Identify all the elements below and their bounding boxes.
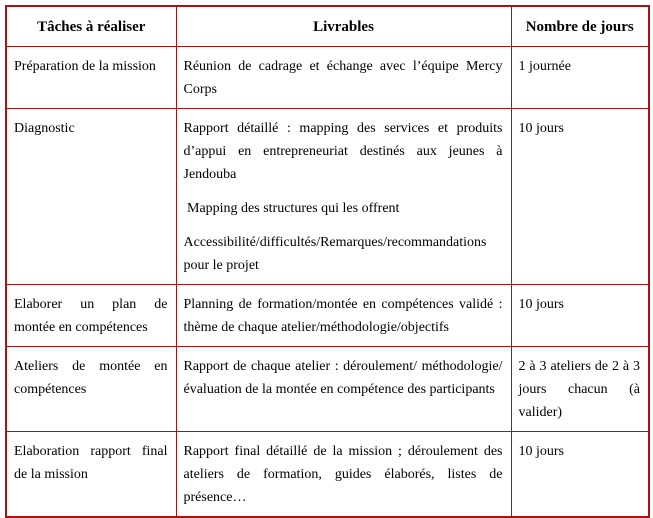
deliverable-paragraph: Planning de formation/montée en compéten… <box>183 297 503 335</box>
column-header-days: Nombre de jours <box>510 5 650 47</box>
mission-schedule-table: Tâches à réaliser Livrables Nombre de jo… <box>5 5 650 518</box>
days-text: 1 journée <box>518 59 571 74</box>
deliverable-paragraph: Rapport final détaillé de la mission ; d… <box>183 444 503 505</box>
cell-days: 10 jours <box>510 431 650 518</box>
table-row-diagnostic: Diagnostic Rapport détaillé : mapping de… <box>5 108 650 285</box>
cell-days: 2 à 3 ateliers de 2 à 3 jours chacun (à … <box>510 346 650 432</box>
column-header-deliverables: Livrables <box>175 5 512 47</box>
days-text: 10 jours <box>518 444 565 459</box>
task-text: Elaboration rapport final de la mission <box>14 444 168 482</box>
cell-deliverables: Réunion de cadrage et échange avec l’équ… <box>175 46 512 109</box>
deliverable-paragraph: Accessibilité/difficultés/Remarques/reco… <box>183 235 487 273</box>
cell-days: 10 jours <box>510 284 650 347</box>
task-text: Ateliers de montée en compétences <box>14 359 168 397</box>
cell-task: Elaboration rapport final de la mission <box>5 431 177 518</box>
cell-deliverables: Planning de formation/montée en compéten… <box>175 284 512 347</box>
table-header-row: Tâches à réaliser Livrables Nombre de jo… <box>5 5 650 47</box>
deliverable-paragraph: Réunion de cadrage et échange avec l’équ… <box>183 59 503 97</box>
cell-task: Ateliers de montée en compétences <box>5 346 177 432</box>
days-text: 2 à 3 ateliers de 2 à 3 jours chacun (à … <box>518 359 641 420</box>
cell-days: 10 jours <box>510 108 650 285</box>
days-text: 10 jours <box>518 121 565 136</box>
deliverable-paragraph: Rapport de chaque atelier : déroulement/… <box>183 359 503 397</box>
task-text: Elaborer un plan de montée en compétence… <box>14 297 168 335</box>
days-text: 10 jours <box>518 297 565 312</box>
document-page: Tâches à réaliser Livrables Nombre de jo… <box>5 5 650 518</box>
table-row-rapport-final: Elaboration rapport final de la mission … <box>5 431 650 518</box>
cell-task: Préparation de la mission <box>5 46 177 109</box>
table-row-plan-montee: Elaborer un plan de montée en compétence… <box>5 284 650 347</box>
table-row-ateliers: Ateliers de montée en compétences Rappor… <box>5 346 650 432</box>
cell-task: Diagnostic <box>5 108 177 285</box>
table-row-preparation: Préparation de la mission Réunion de cad… <box>5 46 650 109</box>
cell-days: 1 journée <box>510 46 650 109</box>
task-text: Préparation de la mission <box>14 59 156 74</box>
cell-deliverables: Rapport détaillé : mapping des services … <box>175 108 512 285</box>
cell-deliverables: Rapport de chaque atelier : déroulement/… <box>175 346 512 432</box>
column-header-tasks: Tâches à réaliser <box>5 5 177 47</box>
deliverable-paragraph: Rapport détaillé : mapping des services … <box>183 121 503 182</box>
cell-task: Elaborer un plan de montée en compétence… <box>5 284 177 347</box>
deliverable-paragraph: Mapping des structures qui les offrent <box>183 201 400 216</box>
cell-deliverables: Rapport final détaillé de la mission ; d… <box>175 431 512 518</box>
task-text: Diagnostic <box>14 121 75 136</box>
